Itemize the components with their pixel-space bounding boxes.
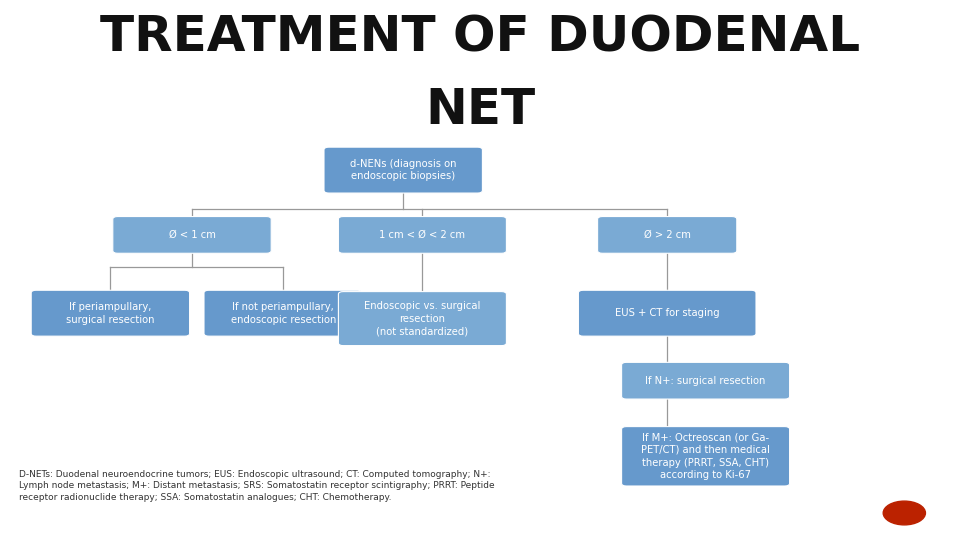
Text: 1 cm < Ø < 2 cm: 1 cm < Ø < 2 cm bbox=[379, 230, 466, 240]
FancyBboxPatch shape bbox=[578, 291, 756, 336]
FancyBboxPatch shape bbox=[113, 217, 272, 253]
FancyBboxPatch shape bbox=[621, 362, 789, 399]
Text: If not periampullary,
endoscopic resection: If not periampullary, endoscopic resecti… bbox=[230, 302, 336, 325]
FancyBboxPatch shape bbox=[621, 427, 789, 486]
Text: If periampullary,
surgical resection: If periampullary, surgical resection bbox=[66, 302, 155, 325]
Text: Ø > 2 cm: Ø > 2 cm bbox=[644, 230, 690, 240]
FancyBboxPatch shape bbox=[338, 292, 507, 346]
FancyBboxPatch shape bbox=[204, 291, 362, 336]
Text: If M+: Octreoscan (or Ga-
PET/CT) and then medical
therapy (PRRT, SSA, CHT)
acco: If M+: Octreoscan (or Ga- PET/CT) and th… bbox=[641, 432, 770, 481]
FancyBboxPatch shape bbox=[32, 291, 190, 336]
Text: If N+: surgical resection: If N+: surgical resection bbox=[645, 376, 766, 386]
FancyBboxPatch shape bbox=[324, 147, 482, 193]
Text: EUS + CT for staging: EUS + CT for staging bbox=[615, 308, 719, 318]
FancyBboxPatch shape bbox=[597, 217, 737, 253]
Text: d-NENs (diagnosis on
endoscopic biopsies): d-NENs (diagnosis on endoscopic biopsies… bbox=[350, 159, 456, 181]
FancyBboxPatch shape bbox=[338, 217, 507, 253]
Text: Endoscopic vs. surgical
resection
(not standardized): Endoscopic vs. surgical resection (not s… bbox=[364, 301, 481, 336]
Text: Ø < 1 cm: Ø < 1 cm bbox=[169, 230, 215, 240]
Text: TREATMENT OF DUODENAL: TREATMENT OF DUODENAL bbox=[100, 14, 860, 62]
Circle shape bbox=[883, 501, 925, 525]
Text: NET: NET bbox=[425, 86, 535, 134]
Text: D-NETs: Duodenal neuroendocrine tumors; EUS: Endoscopic ultrasound; CT: Computed: D-NETs: Duodenal neuroendocrine tumors; … bbox=[19, 470, 494, 502]
